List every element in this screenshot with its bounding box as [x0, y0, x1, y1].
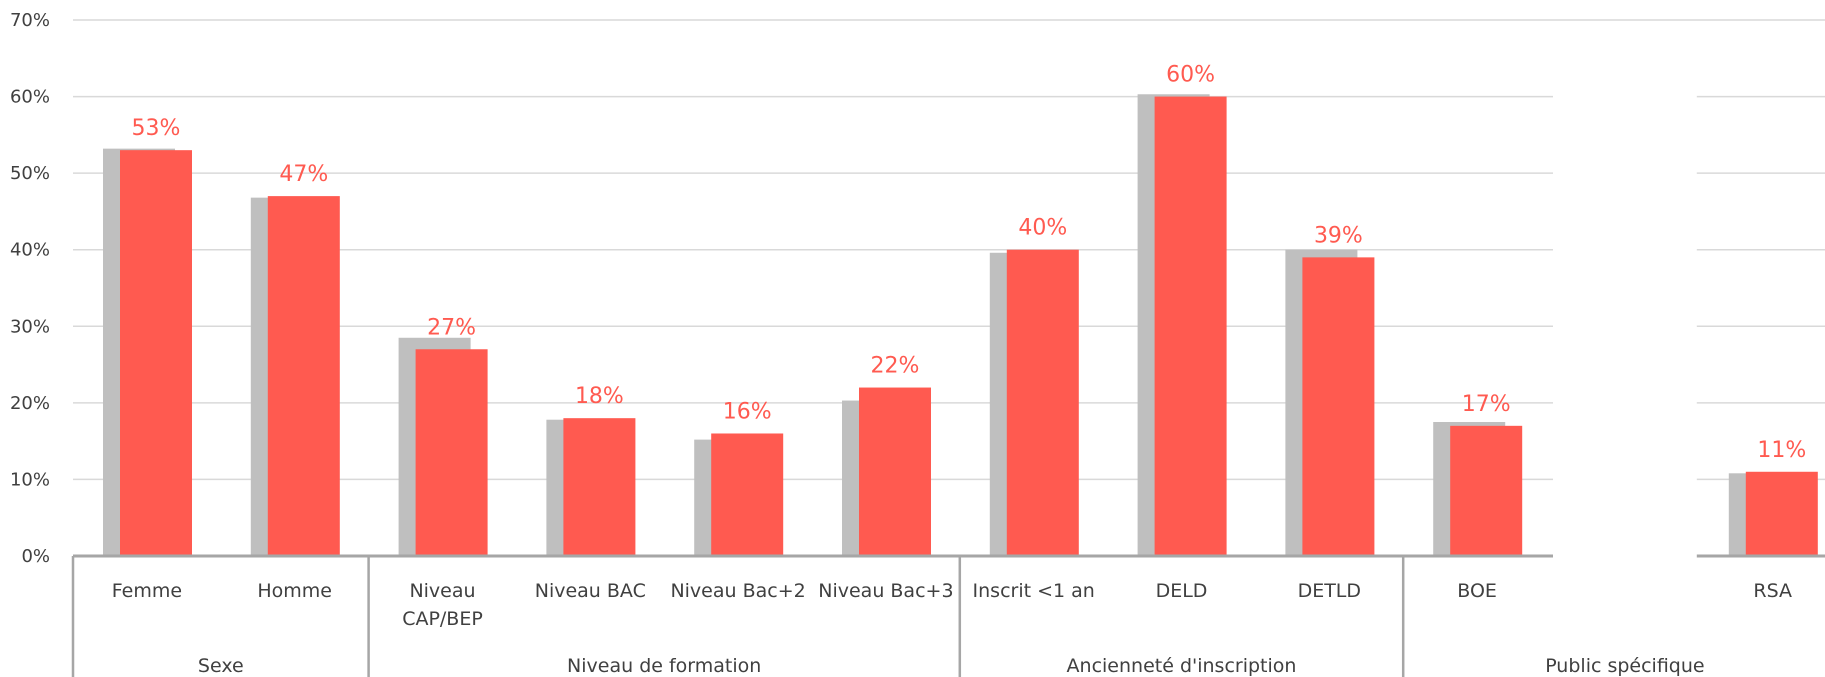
- group-label: Niveau de formation: [567, 655, 761, 677]
- x-tick-label: Inscrit <1 an: [973, 580, 1095, 602]
- bar-primary: [1450, 425, 1523, 556]
- bars: [103, 94, 1818, 557]
- x-tick-label: Homme: [257, 580, 332, 602]
- group-label: Sexe: [198, 655, 244, 677]
- data-label: 39%: [1314, 223, 1363, 248]
- bar-primary: [711, 433, 784, 556]
- data-label: 16%: [723, 399, 772, 424]
- data-label: 17%: [1462, 392, 1511, 417]
- x-tick-label: DELD: [1156, 580, 1208, 602]
- bar-primary: [563, 418, 636, 556]
- y-tick-label: 20%: [10, 393, 50, 414]
- x-tick-label: BOE: [1457, 580, 1497, 602]
- y-tick-label: 0%: [21, 546, 50, 567]
- y-tick-label: 40%: [10, 240, 50, 261]
- x-tick-label: Niveau: [409, 580, 475, 602]
- x-tick-label: Niveau Bac+2: [670, 580, 805, 602]
- data-label: 18%: [575, 384, 624, 409]
- y-tick-label: 10%: [10, 469, 50, 490]
- bar-primary: [1745, 471, 1818, 556]
- y-tick-label: 50%: [10, 163, 50, 184]
- x-tick-label: Femme: [112, 580, 182, 602]
- y-axis: 0% 10% 20% 30% 40% 50% 60% 70%: [10, 10, 50, 567]
- group-label: Public spécifique: [1545, 655, 1704, 677]
- bar-primary: [267, 196, 340, 556]
- data-label: 22%: [871, 354, 920, 379]
- data-label: 11%: [1757, 438, 1806, 463]
- x-tick-label: Niveau Bac+3: [818, 580, 953, 602]
- data-label: 53%: [132, 116, 181, 141]
- data-labels: 53% 47% 27% 18% 16% 22% 40% 60% 39% 17% 11%: [132, 63, 1807, 463]
- y-tick-label: 70%: [10, 10, 50, 31]
- y-tick-label: 60%: [10, 87, 50, 108]
- x-tick-label: Niveau BAC: [535, 580, 646, 602]
- data-label: 47%: [279, 162, 328, 187]
- bar-primary: [1154, 96, 1227, 557]
- bar-primary: [415, 349, 488, 556]
- x-tick-label: DETLD: [1298, 580, 1361, 602]
- x-tick-label: RSA: [1753, 580, 1792, 602]
- data-label: 27%: [427, 315, 476, 340]
- x-axis: Femme Homme Niveau CAP/BEP Niveau BAC Niveau …: [71, 554, 1825, 677]
- bar-primary: [859, 387, 931, 556]
- x-tick-label: CAP/BEP: [402, 608, 483, 630]
- y-tick-label: 30%: [10, 316, 50, 337]
- data-label: 60%: [1166, 63, 1215, 88]
- bar-primary: [120, 150, 192, 556]
- data-label: 40%: [1018, 216, 1067, 241]
- bar-primary: [1006, 249, 1079, 556]
- group-label: Ancienneté d'inscription: [1067, 655, 1297, 677]
- bar-primary: [1302, 257, 1375, 556]
